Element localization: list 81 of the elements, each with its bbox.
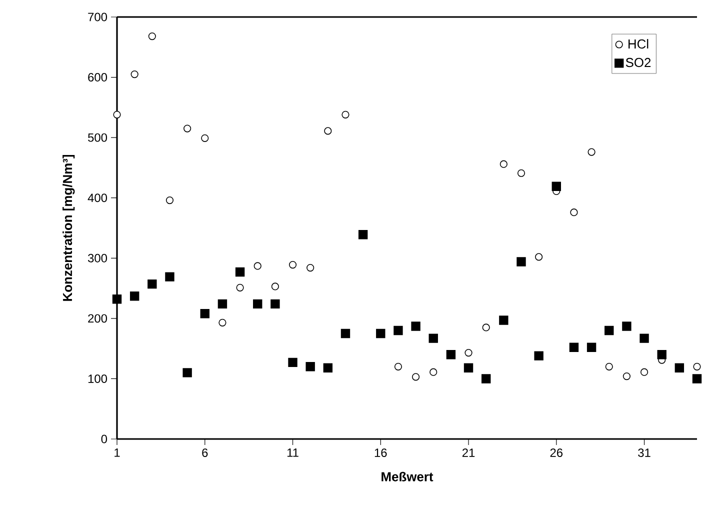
point bbox=[428, 334, 438, 343]
point bbox=[306, 264, 314, 272]
point bbox=[430, 368, 438, 376]
y-tick-label: 100 bbox=[88, 374, 108, 383]
point bbox=[324, 127, 332, 135]
legend-label: SO2 bbox=[626, 58, 651, 68]
point bbox=[464, 363, 474, 372]
y-tick-label: 700 bbox=[88, 12, 108, 22]
point bbox=[552, 182, 561, 191]
y-tick-label: 400 bbox=[88, 194, 108, 202]
point bbox=[464, 348, 472, 357]
point bbox=[306, 362, 315, 372]
point bbox=[657, 350, 666, 360]
point bbox=[130, 292, 140, 301]
point bbox=[411, 322, 420, 331]
point bbox=[482, 324, 490, 332]
point bbox=[166, 196, 174, 204]
point bbox=[270, 299, 280, 309]
point bbox=[236, 284, 244, 292]
y-tick-label: 600 bbox=[88, 73, 108, 82]
point bbox=[253, 299, 262, 309]
x-tick-label: 1 bbox=[114, 448, 120, 457]
y-tick-label: 200 bbox=[88, 314, 108, 323]
x-axis-title: Meßwert bbox=[382, 472, 434, 482]
point bbox=[182, 368, 192, 378]
point bbox=[500, 160, 508, 168]
point bbox=[376, 328, 386, 338]
point bbox=[674, 363, 684, 372]
point bbox=[218, 318, 226, 326]
point bbox=[446, 350, 456, 360]
x-tick-label: 16 bbox=[374, 448, 387, 457]
x-tick-label: 11 bbox=[287, 448, 298, 457]
point bbox=[517, 169, 526, 177]
point bbox=[516, 257, 526, 266]
point bbox=[184, 124, 192, 132]
y-tick-label: 500 bbox=[88, 133, 108, 142]
point bbox=[130, 70, 138, 78]
point bbox=[201, 134, 209, 142]
point bbox=[112, 294, 122, 304]
point bbox=[481, 374, 491, 384]
x-tick-label: 21 bbox=[462, 448, 475, 457]
point bbox=[604, 326, 614, 336]
point bbox=[271, 282, 279, 290]
point bbox=[640, 334, 649, 343]
y-axis-title: Konzentration [mg/Nm³] bbox=[62, 154, 75, 301]
point bbox=[569, 342, 579, 352]
point bbox=[693, 362, 701, 370]
point bbox=[323, 363, 333, 372]
point bbox=[394, 326, 403, 336]
point bbox=[340, 328, 350, 338]
point bbox=[342, 110, 350, 118]
point bbox=[588, 148, 596, 156]
point bbox=[148, 32, 156, 40]
point bbox=[622, 372, 630, 380]
point bbox=[534, 351, 544, 360]
point bbox=[692, 374, 702, 384]
point bbox=[394, 362, 402, 370]
point bbox=[288, 358, 298, 368]
y-tick-label: 0 bbox=[101, 434, 108, 444]
x-tick-label: 31 bbox=[638, 448, 650, 457]
point bbox=[535, 253, 543, 261]
y-tick-label: 300 bbox=[88, 254, 108, 262]
point bbox=[358, 230, 368, 240]
point bbox=[586, 342, 596, 352]
point bbox=[148, 279, 157, 289]
point bbox=[235, 267, 245, 277]
point bbox=[605, 362, 613, 370]
point bbox=[200, 309, 210, 318]
point bbox=[412, 373, 420, 381]
x-tick-label: 26 bbox=[550, 448, 563, 457]
point bbox=[570, 208, 578, 216]
point bbox=[165, 272, 174, 282]
point bbox=[499, 316, 508, 325]
legend-label: HCl bbox=[628, 39, 648, 49]
point bbox=[218, 299, 228, 309]
point bbox=[254, 262, 262, 270]
point bbox=[622, 322, 632, 331]
x-tick-label: 6 bbox=[202, 448, 208, 457]
point bbox=[640, 368, 648, 376]
point bbox=[288, 260, 297, 269]
point bbox=[113, 110, 121, 118]
